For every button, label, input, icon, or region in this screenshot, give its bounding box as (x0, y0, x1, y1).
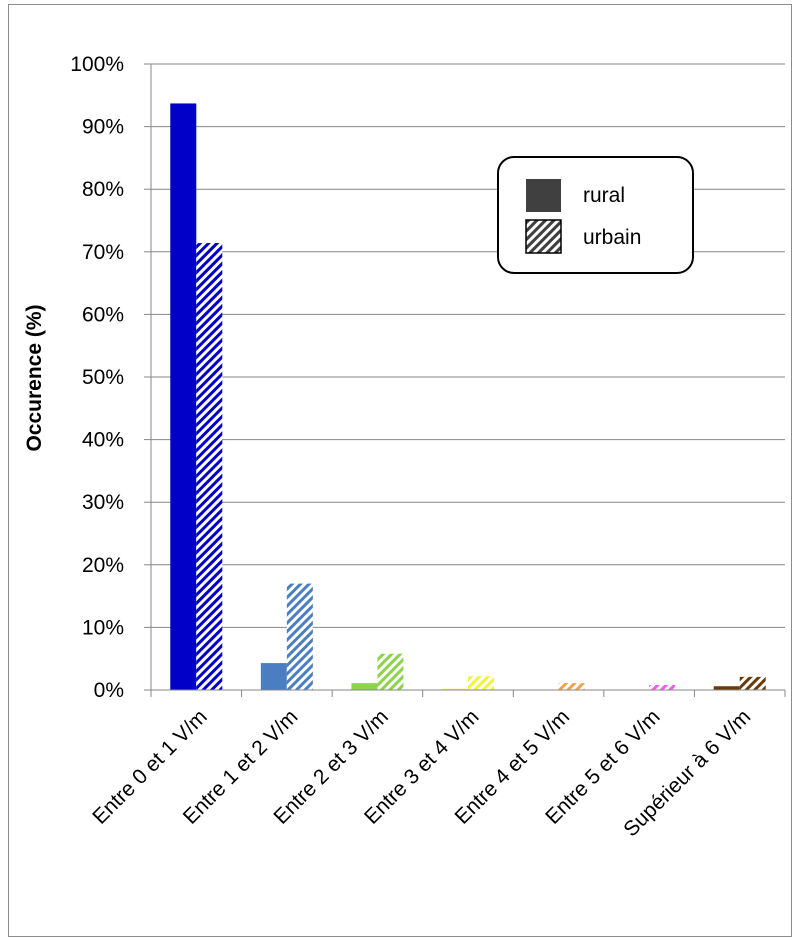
y-tick-label: 30% (82, 491, 124, 514)
y-tick-label: 40% (82, 429, 124, 452)
y-tick-label: 60% (82, 303, 124, 326)
y-tick-label: 100% (70, 53, 124, 76)
y-tick-label: 80% (82, 178, 124, 201)
bar-urbain (196, 243, 223, 690)
bar-urbain (286, 583, 313, 690)
y-tick-label: 10% (82, 616, 124, 639)
bar-urbain (649, 684, 676, 690)
legend: rural urbain (497, 156, 694, 274)
y-axis-ticks: 0% 10% 20% 30% 40% 50% 60% 70% 80% 90% 100% (70, 53, 151, 702)
y-tick-label: 50% (82, 366, 124, 389)
y-tick-label: 70% (82, 241, 124, 264)
bar-urbain (558, 683, 585, 690)
y-tick-label: 20% (82, 554, 124, 577)
bar-rural (170, 103, 197, 691)
bar-urbain (468, 676, 494, 690)
bars (170, 103, 766, 691)
bar-urbain (739, 676, 766, 690)
legend-swatch-rural (526, 179, 561, 212)
legend-swatch-urbain (525, 219, 562, 254)
bar-urbain (377, 653, 404, 690)
legend-label-rural: rural (583, 184, 625, 207)
bar-rural (260, 663, 287, 690)
axes (150, 64, 786, 697)
bar-rural (442, 688, 468, 690)
y-tick-label: 0% (94, 679, 124, 702)
y-axis-title: Occurence (%) (23, 304, 46, 451)
bar-rural (713, 686, 740, 690)
legend-box (497, 156, 694, 274)
legend-label-urbain: urbain (583, 226, 641, 249)
bar-rural (351, 683, 378, 690)
gridlines (151, 63, 785, 628)
y-tick-label: 90% (82, 116, 124, 139)
